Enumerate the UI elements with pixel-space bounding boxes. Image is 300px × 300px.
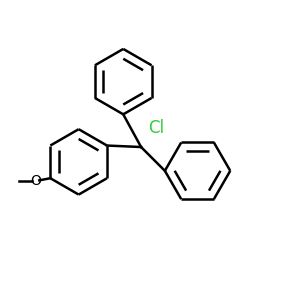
Text: Cl: Cl bbox=[148, 119, 165, 137]
Text: O: O bbox=[30, 174, 41, 188]
